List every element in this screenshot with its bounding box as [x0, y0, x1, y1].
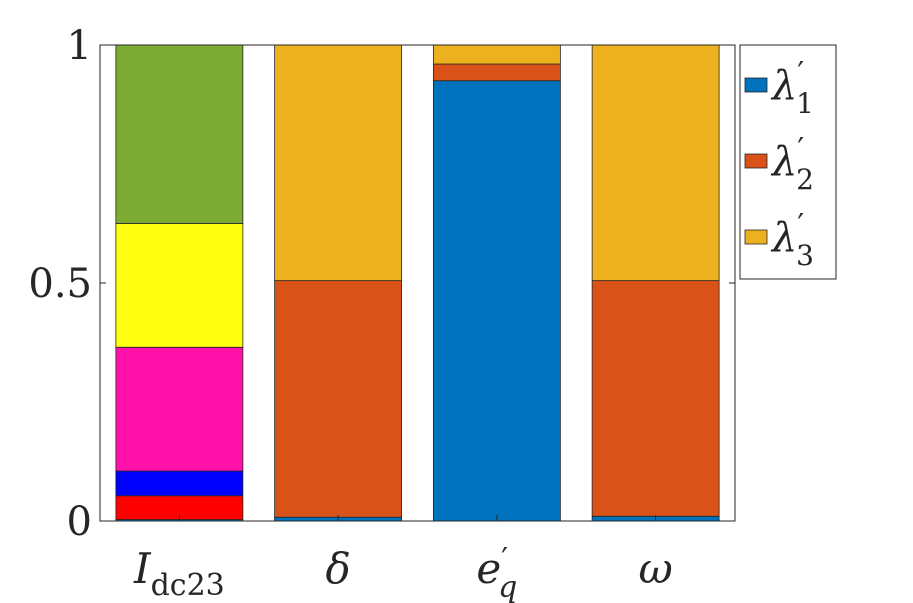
x-tick-label: ω — [639, 544, 673, 593]
x-axis: Idc23 δ e′ q ω — [133, 515, 673, 603]
legend-label: λ′ 1 — [770, 56, 814, 120]
bar-segment-2-1 — [432, 63, 561, 82]
bar-segment-0-2 — [115, 470, 244, 497]
legend-swatch — [744, 77, 768, 93]
bar-segment-0-3 — [115, 346, 244, 472]
y-axis: 00.51 — [28, 23, 735, 545]
legend-swatch — [744, 229, 768, 245]
bar-segment-1-2 — [274, 44, 403, 282]
bar-segment-3-2 — [591, 44, 720, 282]
x-tick-label: δ — [325, 544, 350, 593]
bar-segment-3-1 — [591, 280, 720, 517]
x-tick-label: Idc23 — [133, 544, 225, 603]
bar-segment-0-4 — [115, 223, 244, 348]
bars-group — [115, 44, 720, 522]
bar-segment-0-5 — [115, 44, 244, 224]
bar-segment-2-2 — [432, 44, 561, 65]
y-tick-label: 1 — [67, 23, 92, 69]
legend-swatch — [744, 153, 768, 169]
legend: λ′ 1 λ′ 2 λ′ 3 — [739, 44, 837, 280]
y-tick-label: 0.5 — [28, 261, 92, 307]
bar-segment-1-1 — [274, 280, 403, 518]
bar-segment-2-0 — [432, 80, 561, 522]
y-tick-label: 0 — [67, 499, 92, 545]
legend-label: λ′ 2 — [770, 132, 814, 196]
legend-label: λ′ 3 — [770, 208, 814, 272]
x-tick-label: e′ q — [476, 542, 517, 603]
